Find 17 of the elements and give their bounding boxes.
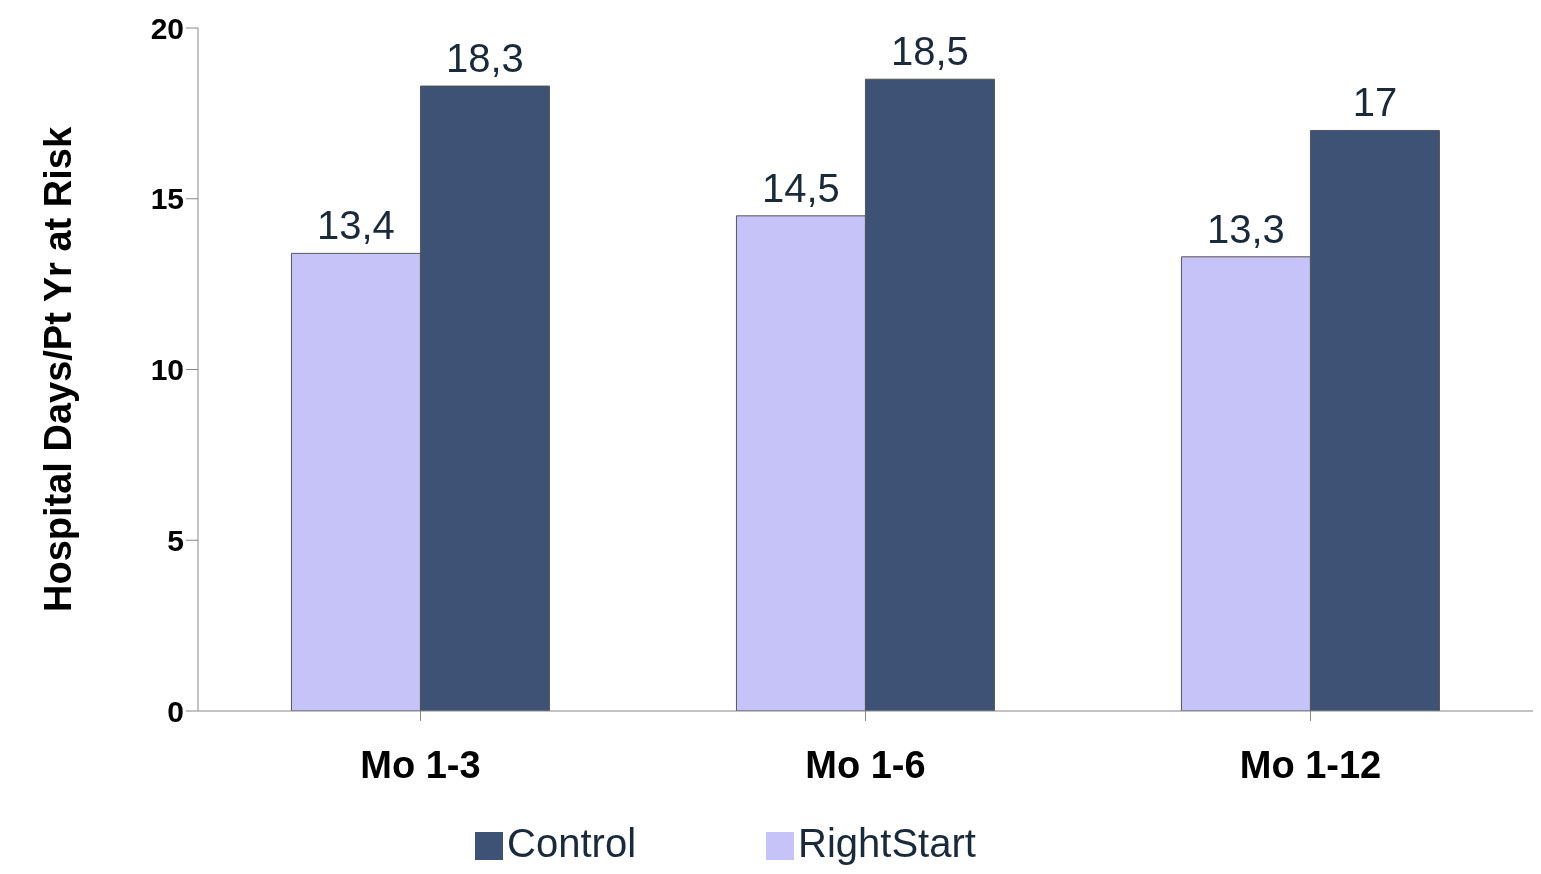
data-label: 13,4 xyxy=(317,203,395,248)
data-label: 18,5 xyxy=(891,29,969,74)
legend-label: RightStart xyxy=(798,821,976,865)
x-tick-label: Mo 1-6 xyxy=(805,743,926,786)
y-tick-label: 0 xyxy=(167,694,184,728)
y-tick-label: 15 xyxy=(150,182,184,216)
data-label: 18,3 xyxy=(446,36,524,81)
legend-label: Control xyxy=(507,821,637,865)
data-label: 14,5 xyxy=(762,165,840,210)
y-tick-label: 20 xyxy=(150,11,184,45)
y-axis-title: Hospital Days/Pt Yr at Risk xyxy=(37,126,80,613)
y-tick-label: 10 xyxy=(150,353,184,387)
data-label: 17 xyxy=(1352,80,1398,125)
x-tick-label: Mo 1-3 xyxy=(360,743,481,786)
data-label: 13,3 xyxy=(1207,206,1285,251)
y-tick-label: 5 xyxy=(167,523,184,557)
x-tick-label: Mo 1-12 xyxy=(1239,743,1382,786)
